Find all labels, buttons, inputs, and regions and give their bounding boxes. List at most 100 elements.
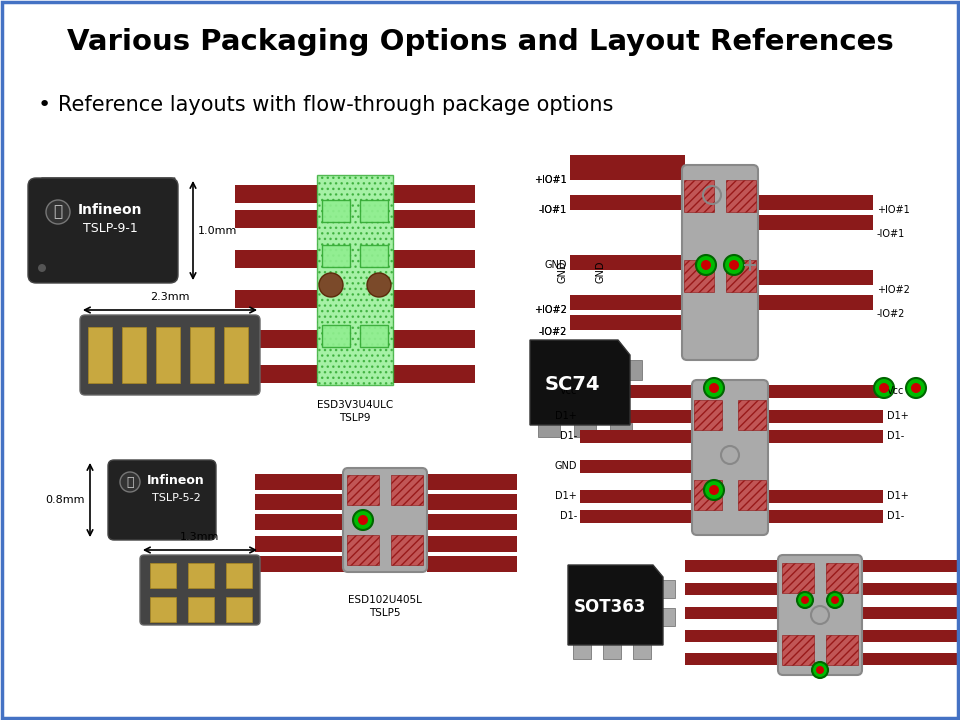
Text: TSLP-5-2: TSLP-5-2 [152,493,201,503]
Bar [427,514,517,530]
Bar [862,653,957,665]
Circle shape [709,383,719,393]
Bar [862,630,957,642]
FancyBboxPatch shape [778,555,862,675]
Circle shape [729,260,739,270]
Circle shape [120,472,140,492]
Bar [685,560,780,572]
Polygon shape [32,195,165,278]
Bar [122,327,146,383]
Text: SC74: SC74 [544,376,600,395]
Circle shape [358,515,368,525]
Circle shape [319,273,343,297]
Bar [580,460,695,473]
Text: ⓘ: ⓘ [54,204,62,220]
Bar [255,474,345,490]
Bar [224,327,248,383]
Bar [685,630,780,642]
Circle shape [801,596,809,604]
Bar [150,563,176,588]
Bar [322,325,350,347]
Bar [768,385,883,398]
FancyBboxPatch shape [108,460,216,540]
Bar [570,255,685,270]
Text: +IO#2: +IO#2 [534,305,567,315]
Circle shape [874,378,894,398]
Text: ESD102U405L: ESD102U405L [348,595,422,605]
Bar [391,535,423,565]
Circle shape [701,260,711,270]
Bar [235,210,317,228]
Circle shape [816,666,824,674]
Polygon shape [568,565,663,645]
Text: D1+: D1+ [555,411,577,421]
Text: SOT363: SOT363 [574,598,646,616]
Bar [782,563,814,593]
Bar [570,155,685,170]
FancyBboxPatch shape [80,315,260,395]
Text: 1.3mm: 1.3mm [180,532,220,542]
Circle shape [797,592,813,608]
Bar [768,430,883,443]
Bar [758,195,873,210]
Bar [322,245,350,267]
Bar [393,290,475,308]
FancyBboxPatch shape [28,178,178,283]
Bar [570,315,685,330]
Text: +IO#2: +IO#2 [534,305,567,315]
Bar [360,200,388,222]
Text: -IO#1: -IO#1 [539,205,567,215]
Bar [347,475,379,505]
Bar [322,200,350,222]
Bar [661,608,675,626]
Bar [580,490,695,503]
Text: TSLP-9-1: TSLP-9-1 [83,222,137,235]
Bar [255,494,345,510]
Bar [360,325,388,347]
FancyBboxPatch shape [343,468,427,572]
Circle shape [704,480,724,500]
Circle shape [724,255,744,275]
FancyBboxPatch shape [692,380,768,535]
Circle shape [906,378,926,398]
Bar [684,180,714,212]
Bar [235,185,317,203]
Bar [538,423,560,437]
Bar [317,175,393,385]
Text: Vcc: Vcc [560,386,577,396]
Bar [694,480,722,510]
Text: D1-: D1- [887,511,904,521]
Text: +IO#1: +IO#1 [535,175,567,185]
Bar [427,536,517,552]
Bar [862,607,957,619]
Text: D1-: D1- [560,511,577,521]
Bar [758,270,873,285]
Polygon shape [530,340,630,425]
Text: D1+: D1+ [887,491,909,501]
Text: -IO#2: -IO#2 [877,309,905,319]
FancyBboxPatch shape [140,555,260,625]
Bar [684,260,714,292]
Bar [156,327,180,383]
Bar [391,475,423,505]
Bar [862,583,957,595]
Text: GND: GND [595,261,605,283]
Bar [768,510,883,523]
Circle shape [831,596,839,604]
Bar [393,365,475,383]
Bar [255,556,345,572]
Text: +IO#1: +IO#1 [535,175,567,185]
Circle shape [812,662,828,678]
Bar [570,195,685,210]
Bar [610,423,632,437]
Bar [758,215,873,230]
Polygon shape [32,178,175,195]
Text: TSLP9: TSLP9 [339,413,371,423]
Text: D1+: D1+ [555,491,577,501]
Bar [255,536,345,552]
Bar [580,385,695,398]
Text: 0.8mm: 0.8mm [45,495,85,505]
Bar [235,365,317,383]
Text: Vcc: Vcc [887,386,904,396]
Bar [393,330,475,348]
